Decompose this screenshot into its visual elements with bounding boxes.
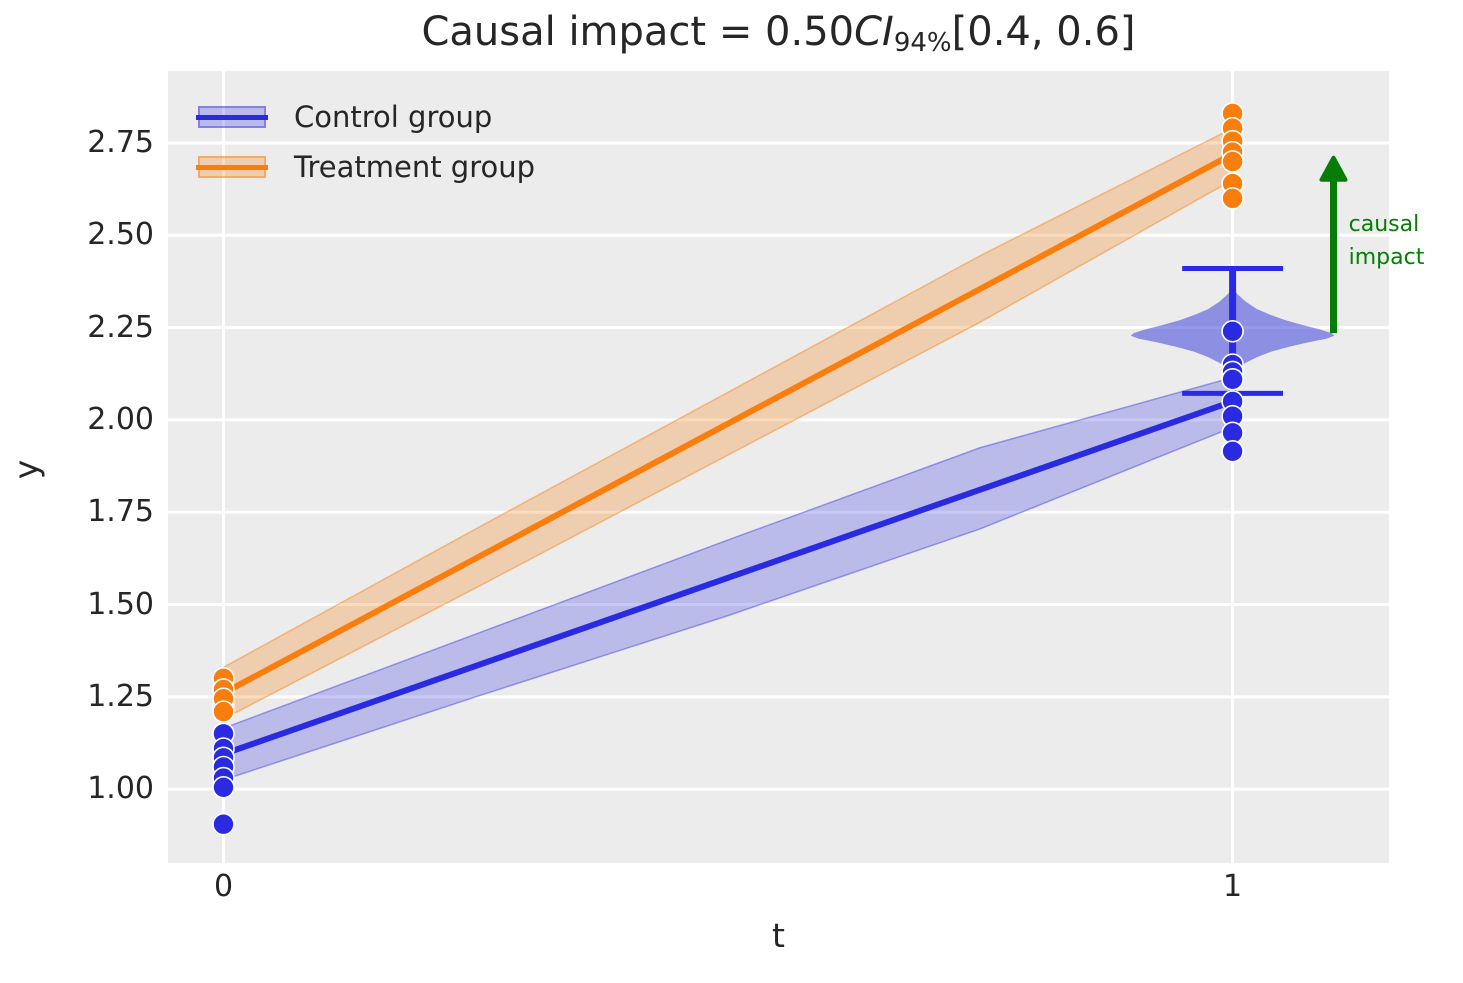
x-axis-label: t [772,916,785,955]
plot-area: Control group Treatment group [168,71,1389,863]
legend-entry-treatment: Treatment group [196,142,535,192]
xtick-1: 1 [1223,869,1243,904]
xtick-0: 0 [213,869,234,904]
legend-key-control [196,105,268,129]
legend-line-swatch [196,115,268,120]
ytick-2.00: 2.00 [87,401,154,437]
title-prefix: Causal impact = 0.50 [421,9,855,55]
title-ci-subscript: 94% [893,28,952,58]
legend: Control group Treatment group [196,92,535,192]
ytick-1.00: 1.00 [87,771,154,807]
legend-entry-control: Control group [196,92,535,142]
annotation-line-1: causal [1348,211,1420,237]
title-interval: [0.4, 0.6] [951,9,1136,55]
chart-title: Causal impact = 0.50CI94%[0.4, 0.6] [168,8,1389,67]
title-ci: CI [854,9,894,55]
ytick-2.75: 2.75 [87,125,154,160]
causal-impact-annotation: causal impact [1349,208,1425,274]
legend-label-treatment: Treatment group [294,150,536,184]
y-axis-label: y [6,459,46,480]
annotation-line-2: impact [1348,244,1425,270]
legend-line-swatch [196,165,268,170]
plot-canvas [168,71,1389,863]
ytick-1.50: 1.50 [87,586,154,622]
ytick-1.25: 1.25 [87,678,154,714]
ytick-1.75: 1.75 [87,494,154,530]
ytick-2.50: 2.50 [87,217,154,253]
ytick-2.25: 2.25 [87,309,154,345]
legend-key-treatment [196,155,268,179]
legend-label-control: Control group [294,100,493,134]
